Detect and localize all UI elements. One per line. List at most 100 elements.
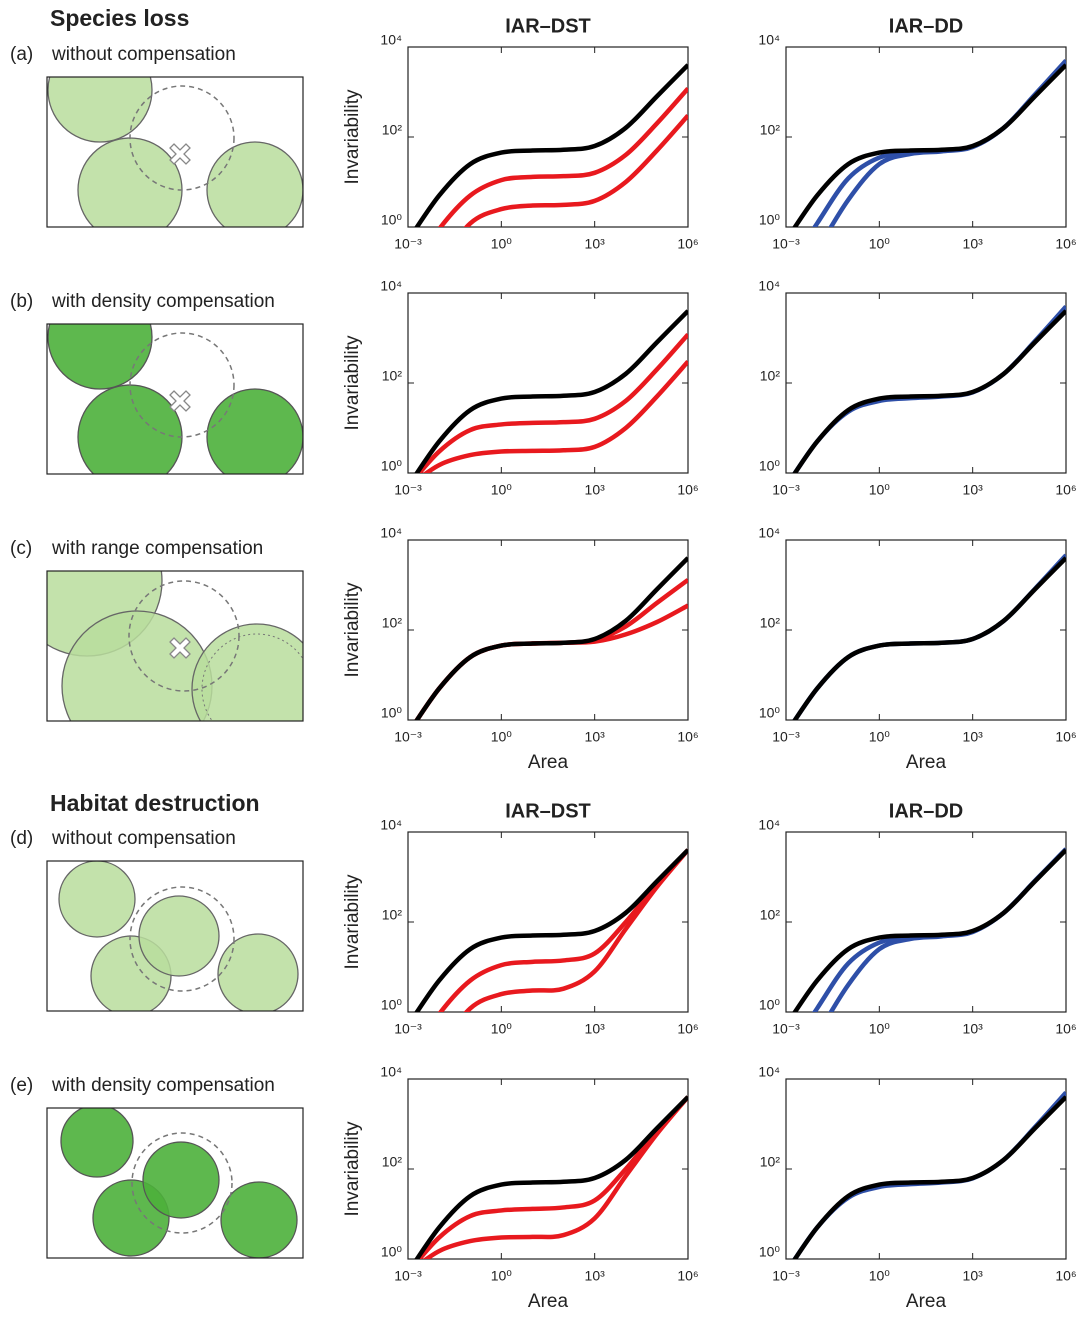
x-tick-label: 10⁰ [491,236,513,252]
x-tick-label: 10⁻³ [394,729,422,745]
diagram [46,76,304,228]
y-tick-label: 10⁴ [380,278,402,294]
series-line [414,63,688,227]
chart: 10⁻³ 10⁰ 10³ 10⁶ 10⁰ 10² 10⁴ Area Invariability [342,525,699,773]
y-tick-label: 10⁴ [380,32,402,48]
chart-title: IAR–DD [889,15,963,37]
y-tick-label: 10² [760,615,781,631]
y-tick-label: 10² [760,122,781,138]
x-tick-label: 10⁶ [1055,1021,1076,1037]
y-tick-label: 10² [382,1154,403,1170]
x-tick-label: 10⁻³ [772,482,800,498]
chart: 10⁻³ 10⁰ 10³ 10⁶ 10⁰ 10² 10⁴ [758,278,1076,498]
chart: 10⁻³ 10⁰ 10³ 10⁶ 10⁰ 10² 10⁴ Invariability [342,278,699,498]
series-line [416,1095,688,1259]
chart: 10⁻³ 10⁰ 10³ 10⁶ 10⁰ 10² 10⁴ Area [758,1064,1076,1312]
chart-title: IAR–DST [505,800,591,822]
x-tick-label: 10⁰ [869,482,891,498]
chart-title: IAR–DST [505,15,591,37]
y-tick-label: 10⁰ [381,458,403,474]
y-tick-label: 10² [760,1154,781,1170]
x-tick-label: 10⁶ [1055,482,1076,498]
x-tick-label: 10⁰ [869,236,891,252]
y-tick-label: 10⁰ [381,1244,403,1260]
panel-caption: with range compensation [51,538,263,559]
x-tick-label: 10³ [963,482,984,498]
x-tick-label: 10⁻³ [772,1021,800,1037]
x-tick-label: 10⁶ [1055,1268,1076,1284]
x-tick-label: 10⁶ [1055,729,1076,745]
x-tick-label: 10⁶ [677,729,698,745]
panel-caption: without compensation [51,828,236,849]
series-line [463,848,688,1012]
plot-frame [407,831,689,1013]
plot-lines [414,63,688,227]
y-tick-label: 10⁴ [758,817,780,833]
y-tick-label: 10⁰ [759,212,781,228]
series-line [414,848,688,1012]
x-tick-label: 10³ [585,236,606,252]
y-tick-label: 10⁰ [381,212,403,228]
y-tick-label: 10² [760,368,781,384]
x-tick-label: 10³ [963,1268,984,1284]
x-tick-label: 10³ [963,729,984,745]
plot-lines [414,848,688,1012]
x-tick-label: 10⁻³ [394,1021,422,1037]
panel-label: (a) [10,44,33,65]
x-tick-label: 10⁰ [869,729,891,745]
plot-lines [792,553,1066,720]
panel-caption: without compensation [51,44,236,65]
diagram [46,323,304,475]
x-tick-label: 10⁻³ [394,482,422,498]
panel-label: (b) [10,291,33,312]
series-line [416,332,688,473]
x-tick-label: 10⁰ [491,482,513,498]
x-axis-label: Area [906,1291,947,1312]
plot-lines [792,847,1066,1012]
plot-frame [785,292,1067,474]
chart: 10⁻³ 10⁰ 10³ 10⁶ 10⁰ 10² 10⁴ Area [758,525,1076,773]
chart: 10⁻³ 10⁰ 10³ 10⁶ 10⁰ 10² 10⁴ IAR–DD [758,15,1076,252]
plot-frame [785,46,1067,228]
series-line [792,556,1066,720]
x-tick-label: 10³ [585,482,606,498]
chart-title: IAR–DD [889,800,963,822]
chart: 10⁻³ 10⁰ 10³ 10⁶ 10⁰ 10² 10⁴ IAR–DD [758,800,1076,1037]
diagram [46,570,304,722]
y-tick-label: 10⁰ [759,705,781,721]
series-line [414,309,688,473]
x-tick-label: 10³ [963,1021,984,1037]
y-axis-label: Invariability [342,335,363,431]
x-tick-label: 10⁶ [677,482,698,498]
x-tick-label: 10³ [963,236,984,252]
y-tick-label: 10² [760,907,781,923]
plot-lines [414,1095,688,1259]
series-line [437,848,688,1012]
x-tick-label: 10⁻³ [394,236,422,252]
x-axis-label: Area [528,1291,569,1312]
x-tick-label: 10⁶ [677,1268,698,1284]
plot-lines [414,556,688,720]
panel-heading: (a) without compensation (b) with densit… [10,44,275,1096]
section-title: Habitat destruction [50,790,260,816]
plot-frame [785,539,1067,721]
y-tick-label: 10⁰ [759,1244,781,1260]
panel-label: (c) [10,538,32,559]
panel-caption: with density compensation [51,1075,275,1096]
x-tick-label: 10⁻³ [772,236,800,252]
y-tick-label: 10⁴ [380,817,402,833]
y-tick-label: 10⁰ [381,705,403,721]
series-line [463,114,688,227]
x-axis-label: Area [906,752,947,773]
series-line [414,1095,688,1259]
y-axis-label: Invariability [342,89,363,185]
y-tick-label: 10⁴ [758,32,780,48]
series-line [792,309,1066,473]
y-axis-label: Invariability [342,582,363,678]
series-line [422,1095,688,1259]
panel-label: (e) [10,1075,33,1096]
x-axis-label: Area [528,752,569,773]
plot-frame [407,539,689,721]
y-axis-label: Invariability [342,1121,363,1217]
